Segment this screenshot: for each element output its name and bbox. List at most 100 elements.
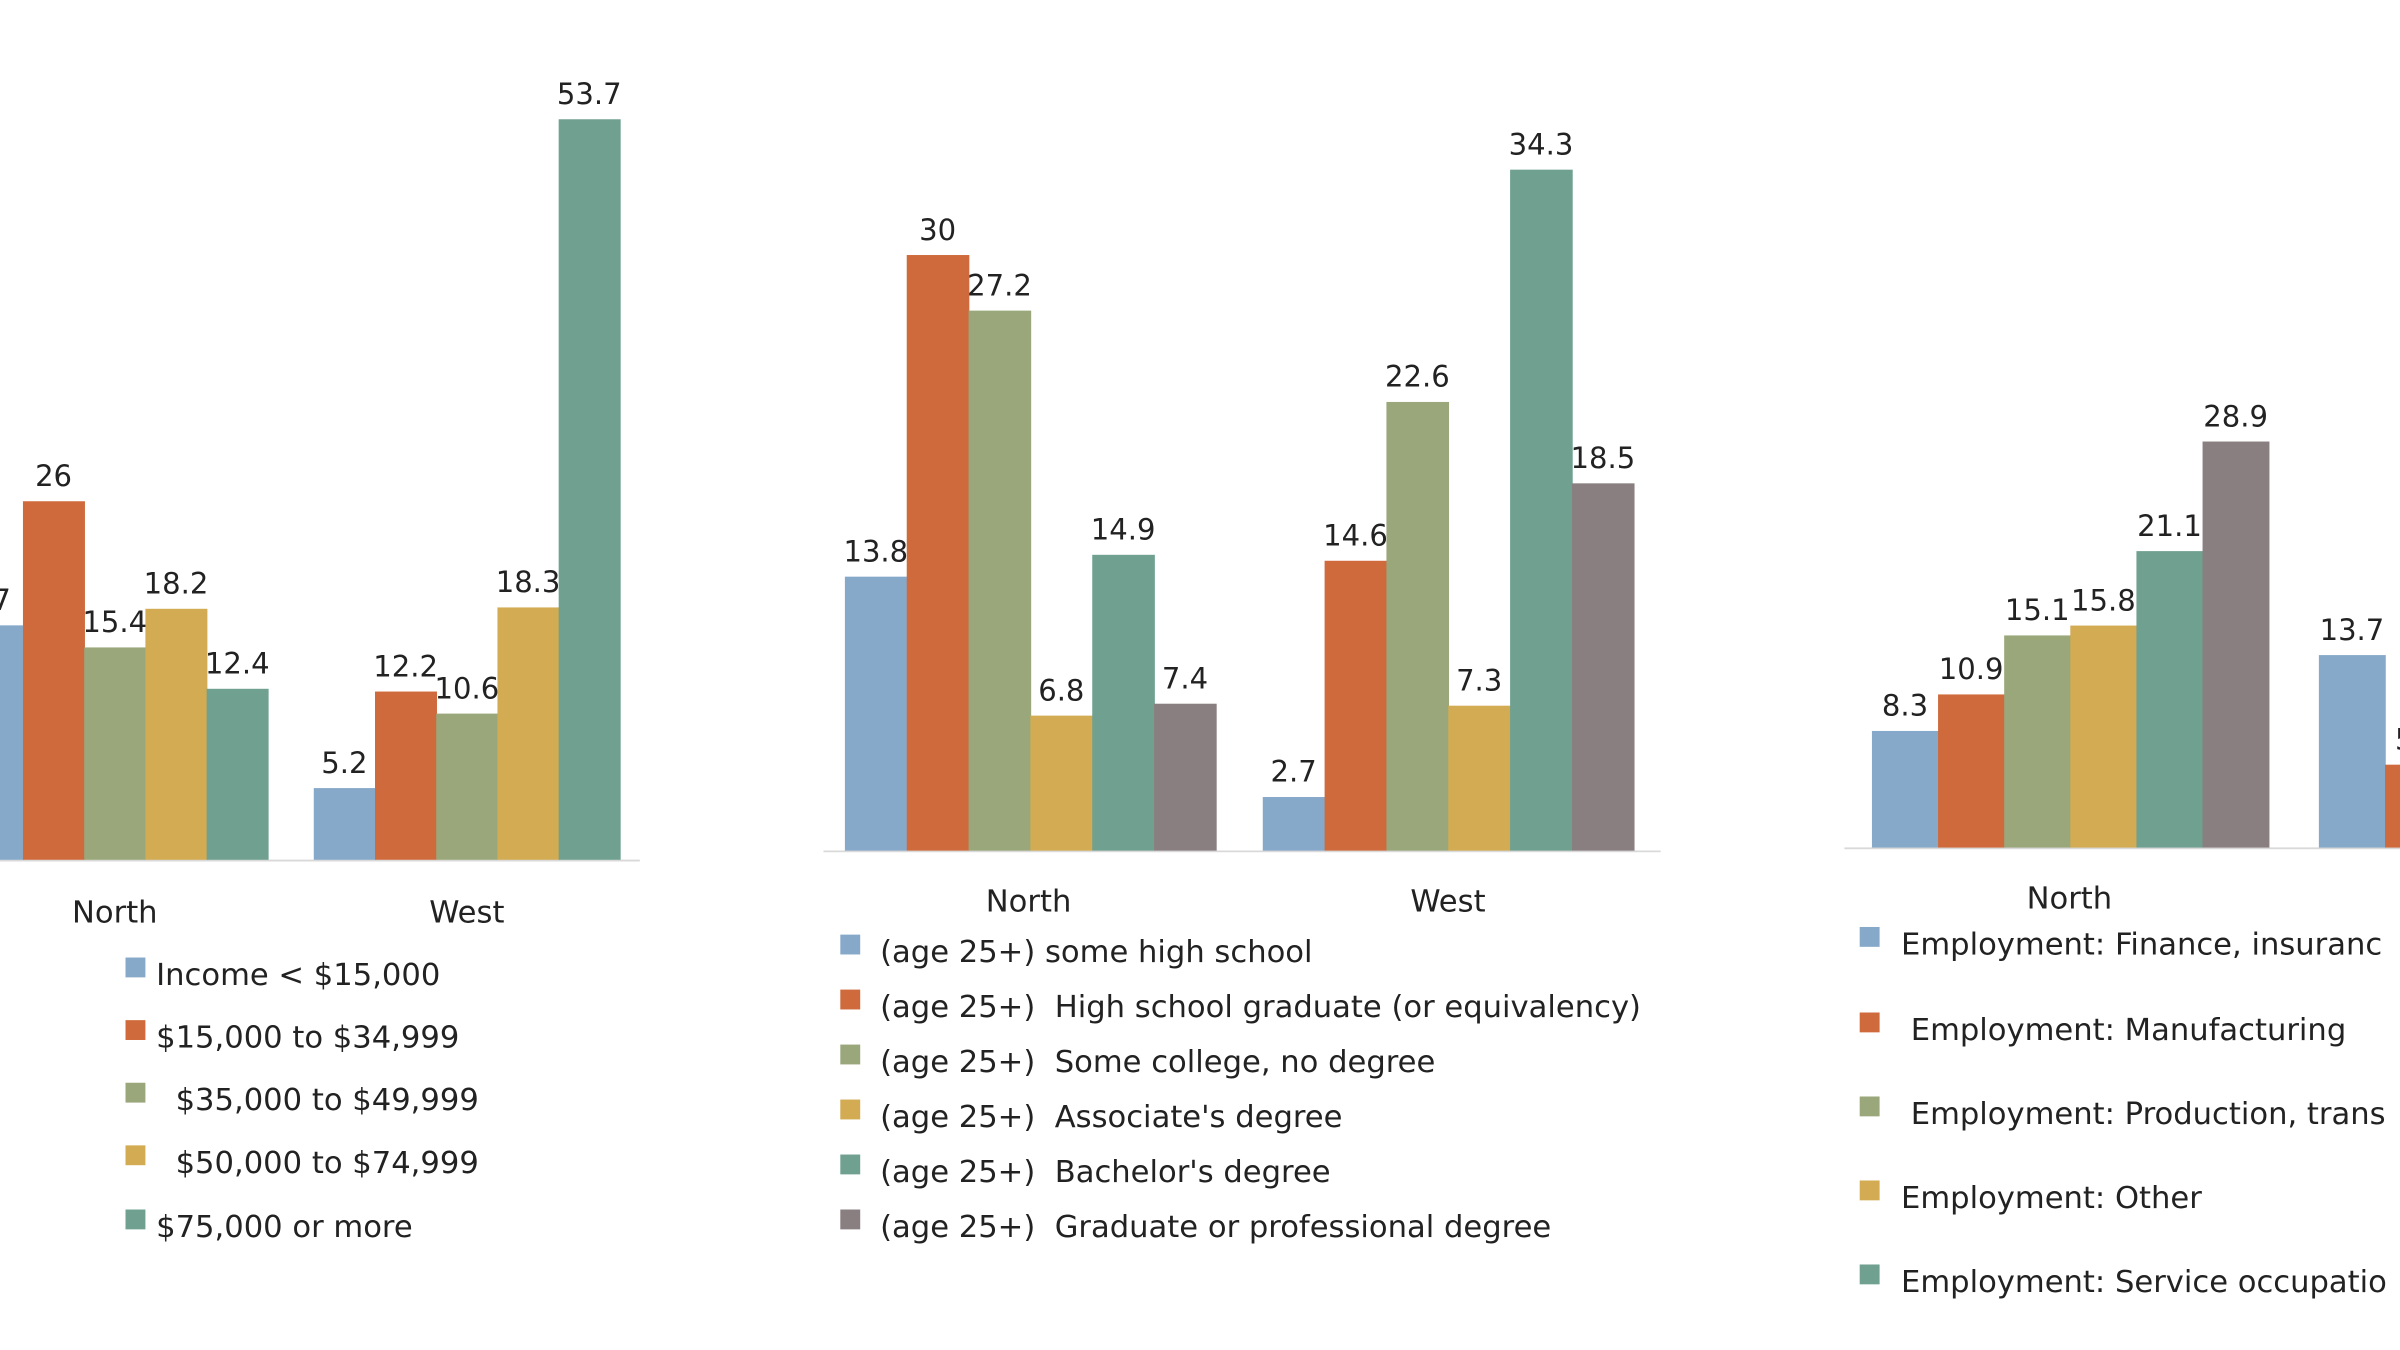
legend-label: (age 25+) Graduate or professional degre… [880,1210,1551,1245]
bar-north-series-5 [2136,551,2204,848]
bar-west-series-5 [558,119,621,860]
bar-north-series-5 [206,688,269,860]
legend-label: Employment: Production, trans [1901,1097,2386,1132]
data-label: 8.3 [1882,689,1928,723]
data-label: 12.2 [373,649,438,683]
legend-label: $75,000 or more [156,1210,413,1245]
legend-label: (age 25+) Associate's degree [880,1100,1342,1135]
legend-label: (age 25+) High school graduate (or equiv… [880,990,1641,1025]
data-label: 13.8 [843,534,908,568]
data-label: 15.4 [82,605,147,639]
data-label: 26 [35,459,72,493]
legend-swatch [840,1099,861,1120]
data-label: 28.9 [2203,399,2268,433]
data-label: 21.1 [2137,509,2202,543]
bar-west-series-4 [1448,705,1511,851]
bar-west-series-3 [436,713,499,860]
data-label: 22.6 [1385,360,1450,394]
category-label: West [429,895,504,930]
data-label: 17 [0,583,11,617]
bar-west-series-1 [1262,797,1326,851]
legend-label: (age 25+) Some college, no degree [880,1045,1435,1080]
bar-west-series-2 [2385,764,2400,848]
chart-2: 13.8 2.7 30 14.6 27.2 22.6 6.8 7.3 14.9 34.3 7.4 18… [823,127,1661,1245]
legend-label: $35,000 to $49,999 [156,1083,479,1118]
legend-swatch [1859,1012,1880,1033]
bar-north-series-3 [2004,635,2072,848]
legend-swatch [840,1044,861,1065]
legend-label: $15,000 to $34,999 [156,1021,459,1056]
data-label: 7.3 [1456,663,1502,697]
data-label: 12.4 [205,647,270,681]
data-label: 27.2 [967,268,1032,302]
legend-label: Employment: Other [1901,1181,2202,1216]
bar-north-series-3 [84,647,147,860]
bar-west-series-3 [1386,401,1450,851]
legend-label: $50,000 to $74,999 [156,1146,479,1181]
bar-west-series-1 [2318,655,2386,848]
data-label: 6.8 [1038,673,1084,707]
chart-3: 8.313.710.95.915.115.821.128.9NorthWestE… [1844,399,2400,1300]
data-label: 14.9 [1091,513,1156,547]
bar-north-series-6 [2202,441,2270,848]
data-label: 18.3 [496,565,561,599]
data-label: 18.2 [144,567,209,601]
chart-1: 17 5.2 26 12.2 15.4 10.6 18.2 18.3 12.4 53.7 North… [0,77,640,1245]
bar-north-series-1 [1871,730,1939,848]
bar-north-series-5 [1092,554,1155,851]
data-label: 53.7 [557,77,622,111]
bar-north-series-4 [145,608,208,860]
bar-west-series-5 [1510,169,1573,851]
data-label: 5.2 [321,746,367,780]
legend-swatch [840,1209,861,1230]
legend-swatch [1859,926,1880,947]
bar-north-series-1 [844,576,908,851]
bar-north-series-4 [2070,625,2138,848]
legend-swatch [1859,1264,1880,1285]
category-label: North [2027,882,2113,917]
bar-north-series-2 [1938,694,2005,848]
legend-swatch [1859,1180,1880,1201]
legend-label: Employment: Manufacturing [1901,1013,2346,1048]
data-label: 14.6 [1323,519,1388,553]
bar-west-series-1 [313,788,376,860]
legend-swatch [840,989,861,1010]
bar-west-series-6 [1571,483,1635,851]
legend-swatch [125,957,146,978]
bar-north-series-2 [906,255,970,851]
category-label: West [1410,885,1485,920]
bar-west-series-2 [1324,560,1388,851]
bar-west-series-4 [497,607,560,860]
legend-swatch [1859,1096,1880,1117]
legend-label: (age 25+) some high school [880,935,1312,970]
legend-swatch [125,1209,146,1230]
bar-north-series-1 [0,625,24,860]
category-label: North [986,885,1072,920]
data-label: 7.4 [1162,661,1208,695]
legend-swatch [125,1020,146,1040]
legend-label: Employment: Service occupatio [1901,1265,2387,1300]
data-label: 10.6 [434,671,499,705]
data-label: 15.8 [2071,583,2136,617]
bar-west-series-2 [375,691,437,860]
legend-label: Employment: Finance, insuranc [1901,927,2382,962]
category-label: North [72,895,158,930]
bar-north-series-3 [968,310,1032,851]
bar-north-series-4 [1030,715,1094,851]
data-label: 34.3 [1509,127,1574,161]
legend-swatch [840,934,861,955]
data-label: 5.9 [2395,722,2400,756]
bar-north-series-6 [1154,703,1217,851]
bar-north-series-2 [22,501,85,860]
legend-label: (age 25+) Bachelor's degree [880,1155,1331,1190]
legend-swatch [125,1082,146,1103]
data-label: 2.7 [1271,755,1317,789]
legend-label: Income < $15,000 [156,958,440,993]
legend-swatch [840,1154,861,1175]
data-label: 18.5 [1571,441,1636,475]
data-label: 13.7 [2320,613,2385,647]
data-label: 10.9 [1939,652,2004,686]
legend-swatch [125,1145,146,1166]
data-label: 15.1 [2005,593,2070,627]
